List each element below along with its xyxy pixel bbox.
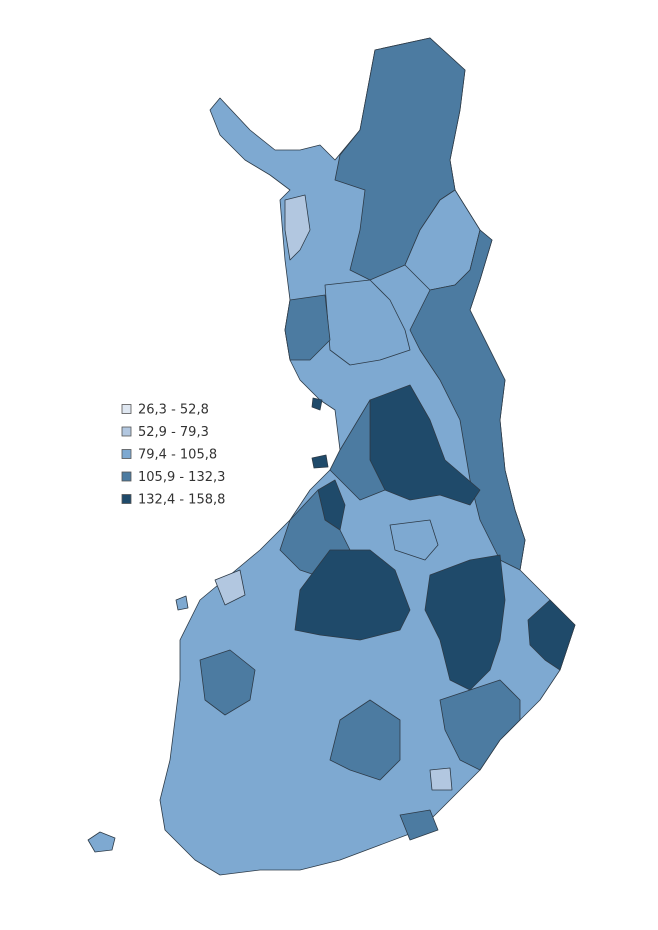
region xyxy=(424,554,506,691)
legend: 26,3 - 52,8 52,9 - 79,3 79,4 - 105,8 105,9 … xyxy=(121,403,225,508)
region xyxy=(329,399,386,501)
region xyxy=(429,767,453,791)
region xyxy=(399,809,439,841)
region xyxy=(409,229,526,571)
region xyxy=(329,699,401,781)
legend-label: 132,4 - 158,8 xyxy=(138,493,225,508)
region xyxy=(284,294,331,361)
legend-label: 105,9 - 132,3 xyxy=(138,470,225,485)
region xyxy=(389,519,439,561)
legend-label: 79,4 - 105,8 xyxy=(138,448,217,463)
region xyxy=(324,279,411,366)
region xyxy=(294,549,411,641)
legend-swatch xyxy=(121,404,132,414)
legend-label: 52,9 - 79,3 xyxy=(138,425,209,440)
region xyxy=(284,194,311,261)
legend-swatch xyxy=(121,471,132,482)
legend-swatch xyxy=(121,449,132,459)
legend-swatch xyxy=(121,426,132,437)
region xyxy=(439,679,521,771)
region xyxy=(311,397,323,411)
region xyxy=(199,649,256,716)
region xyxy=(175,595,189,611)
region xyxy=(311,454,329,469)
region xyxy=(214,569,246,606)
legend-swatch xyxy=(121,494,132,504)
legend-label: 26,3 - 52,8 xyxy=(138,403,209,418)
region xyxy=(87,831,116,853)
finland-map xyxy=(87,37,576,876)
region xyxy=(527,599,576,671)
